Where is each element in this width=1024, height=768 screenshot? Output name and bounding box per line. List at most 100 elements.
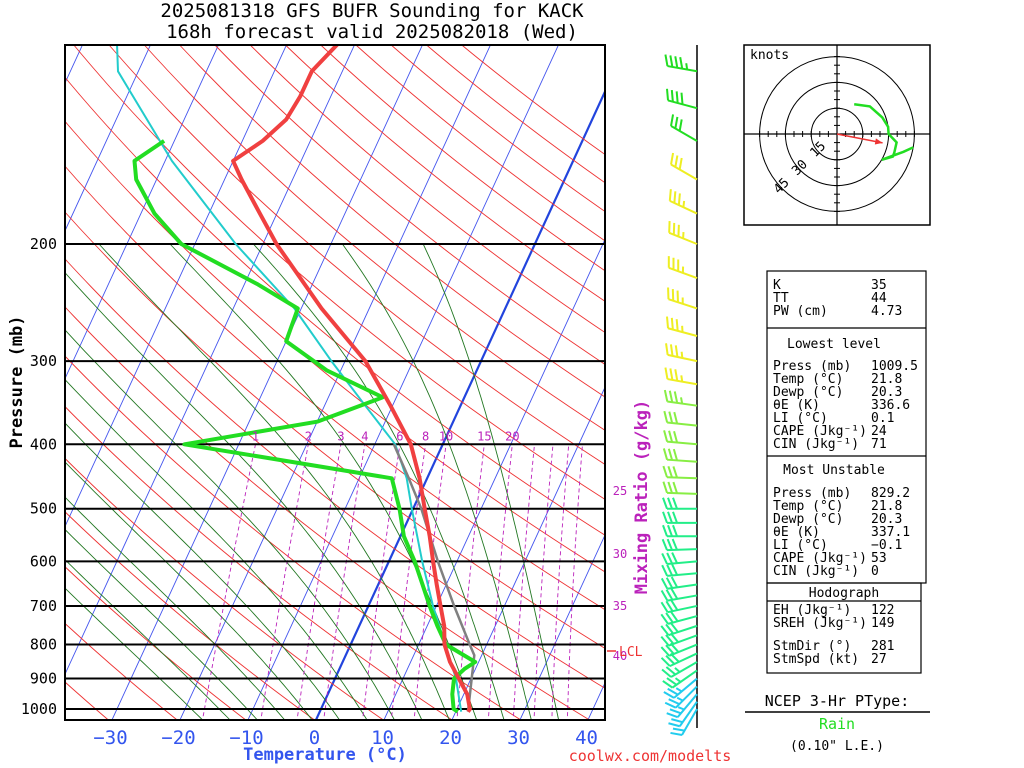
ptype-panel: NCEP 3-Hr PType: Rain (0.10" L.E.) <box>745 692 930 754</box>
wind-barb-flag <box>667 497 673 510</box>
moist-adiabat-line <box>169 243 478 720</box>
wind-barb-half-flag <box>677 706 685 711</box>
wind-barb-flag <box>673 411 679 424</box>
wind-barb-flag <box>665 634 675 645</box>
wind-barb-flag <box>666 316 670 329</box>
mixing-ratio-line <box>202 444 256 720</box>
dry-adiabat-line <box>461 45 605 156</box>
wind-barb-flag <box>661 552 669 565</box>
mixing-ratio-tick-label: 1 <box>252 429 259 443</box>
wind-barb-flag <box>679 56 684 69</box>
wind-barb-flag <box>664 367 669 380</box>
x-tick-label: 40 <box>575 727 598 749</box>
wind-barb-flag <box>666 538 673 551</box>
wind-barb-flag <box>672 481 678 494</box>
wind-barb-flag <box>672 524 678 537</box>
moist-adiabat-line <box>65 559 231 720</box>
ptype-amount: (0.10" L.E.) <box>790 739 884 754</box>
index-row-value: 44 <box>871 291 887 306</box>
wind-barb-flag <box>670 89 674 102</box>
wind-barb-flag <box>665 589 674 601</box>
isotherm-line <box>65 45 219 380</box>
isotherm-line <box>65 45 287 528</box>
wind-barb-flag <box>672 466 678 478</box>
wind-barb <box>662 511 697 524</box>
y-tick-label: 600 <box>30 552 57 570</box>
mixing-ratio-tick-label: 4 <box>361 429 368 443</box>
wind-barb <box>670 708 698 736</box>
mixing-ratio-line <box>456 444 485 720</box>
dry-adiabat-line <box>284 45 605 302</box>
wind-barb-flag <box>670 152 675 165</box>
lowest-row-value: 24 <box>871 424 887 439</box>
wind-barb-flag <box>668 390 674 403</box>
wind-barb <box>664 367 698 386</box>
lowest-row-value: 336.6 <box>871 398 910 413</box>
wind-barb-flag <box>668 430 674 443</box>
wind-barb-flag <box>665 577 674 589</box>
hodo-row-label: StmDir (°) <box>773 639 851 654</box>
ptype-value: Rain <box>819 715 855 733</box>
wind-barb-flag <box>667 481 673 494</box>
wind-barb-flag <box>663 410 669 423</box>
x-tick-label: 0 <box>309 727 320 749</box>
hodograph-trace <box>854 102 914 162</box>
unstable-row-value: 829.2 <box>871 486 910 501</box>
moist-adiabat-line <box>253 243 505 720</box>
wind-barb <box>670 114 698 142</box>
wind-barb-flag <box>665 654 676 665</box>
mixing-ratio-tick-label: 3 <box>337 429 344 443</box>
wind-barb-flag <box>665 644 675 655</box>
wind-barb-flag <box>667 524 673 537</box>
wind-barb-flag <box>664 701 677 709</box>
mixing-ratio-tick-label: 20 <box>505 429 519 443</box>
wind-barb <box>661 538 698 552</box>
wind-barb <box>660 642 698 657</box>
wind-barb-half-flag <box>676 696 684 702</box>
dry-adiabat-line <box>73 45 605 500</box>
wind-barb-flag <box>674 345 679 358</box>
unstable-row-value: 337.1 <box>871 525 910 540</box>
lowest-row-label: Press (mb) <box>773 359 851 374</box>
wind-barb-staff <box>668 624 698 637</box>
lowest-level-title: Lowest level <box>787 337 881 352</box>
isotherm-line <box>65 45 355 676</box>
y-tick-label: 200 <box>30 235 57 253</box>
unstable-row-label: θE (K) <box>773 525 820 540</box>
y-tick-label: 800 <box>30 636 57 654</box>
wind-barb-flag <box>663 430 669 442</box>
wind-barb <box>666 88 698 110</box>
wind-barb-flag <box>662 448 669 460</box>
wind-barb-flag <box>660 625 670 636</box>
mixing-ratio-line <box>260 444 309 720</box>
moist-adiabat-line <box>65 378 368 720</box>
mixing-ratio-tick-label: 40 <box>613 649 627 663</box>
wind-barb-flag <box>675 319 679 331</box>
unstable-row-label: Press (mb) <box>773 486 851 501</box>
wind-barb-staff <box>667 615 698 625</box>
wind-barb-flag <box>670 611 679 622</box>
header-line2: 168h forecast valid 2025082018 (Wed) <box>166 21 578 43</box>
wind-barb <box>661 552 698 566</box>
wind-barb-flag <box>660 636 670 647</box>
mixing-ratio-line <box>390 444 427 720</box>
wind-barb-flag <box>666 677 678 686</box>
wind-barb-flag <box>670 731 683 736</box>
unstable-row-label: CAPE (Jkg⁻¹) <box>773 551 867 566</box>
wind-barb-flag <box>671 552 678 564</box>
wind-barb <box>662 481 698 495</box>
mixing-ratio-line <box>362 444 401 720</box>
wind-barb-flag <box>674 56 679 68</box>
wind-barb <box>663 389 698 407</box>
wind-barb-half-flag <box>682 200 686 208</box>
x-tick-label: 20 <box>439 727 462 749</box>
index-row-value: 35 <box>871 278 887 293</box>
lowest-row-label: Dewp (°C) <box>773 385 843 400</box>
unstable-row-label: LI (°C) <box>773 538 828 553</box>
storm-motion-arrow <box>836 133 883 144</box>
x-tick-label: −10 <box>229 727 263 749</box>
wind-barb-half-flag <box>674 677 682 683</box>
index-row-label: TT <box>773 291 789 306</box>
dry-adiabat-line <box>65 511 316 720</box>
footer-site: coolwx.com/modelts <box>569 747 732 765</box>
